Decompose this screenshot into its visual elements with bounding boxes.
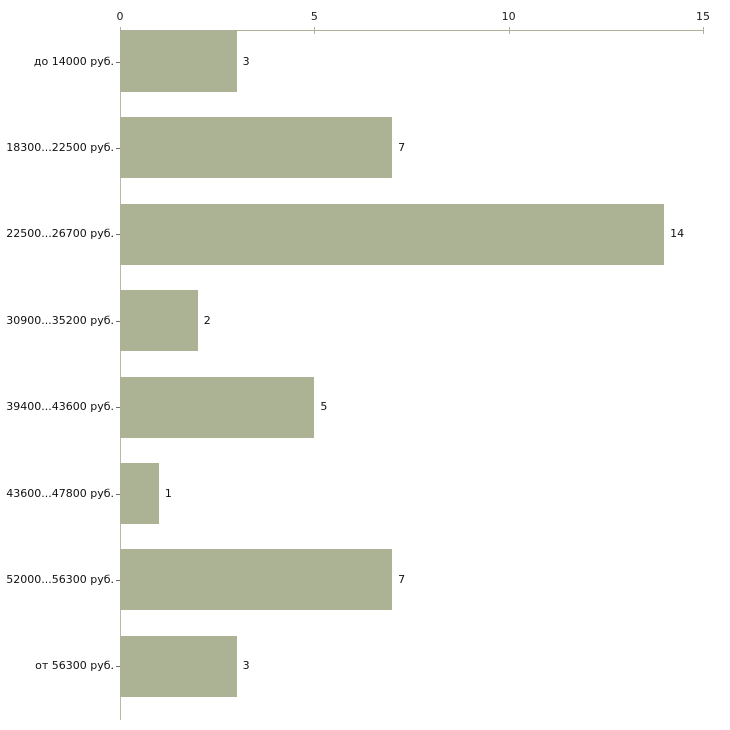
x-tick-mark xyxy=(120,27,121,34)
y-tick-mark xyxy=(116,494,120,495)
x-axis-line xyxy=(120,30,703,31)
y-tick-mark xyxy=(116,321,120,322)
x-tick-mark xyxy=(508,27,510,34)
bar-value-label: 7 xyxy=(398,572,406,586)
y-tick-mark xyxy=(116,407,120,408)
y-tick-mark xyxy=(116,580,120,581)
x-tick-mark xyxy=(703,27,704,34)
category-label: 43600...47800 руб. xyxy=(6,486,114,500)
bar-value-label: 2 xyxy=(203,313,211,327)
bar[interactable] xyxy=(120,203,665,265)
category-label: до 14000 руб. xyxy=(33,54,114,68)
x-tick-mark xyxy=(314,27,316,34)
bar-value-label: 3 xyxy=(242,54,250,68)
category-label: 30900...35200 руб. xyxy=(6,313,114,327)
bar[interactable] xyxy=(120,463,159,524)
category-label: 18300...22500 руб. xyxy=(6,140,114,154)
y-tick-mark xyxy=(116,62,120,63)
category-label: 22500...26700 руб. xyxy=(6,227,114,241)
category-label: 52000...56300 руб. xyxy=(6,572,114,586)
bar-value-label: 1 xyxy=(164,486,172,500)
x-tick-label: 5 xyxy=(310,10,318,23)
bar-value-label: 14 xyxy=(670,227,685,241)
x-tick-label: 10 xyxy=(501,10,516,23)
bar-value-label: 3 xyxy=(242,659,250,673)
category-label: от 56300 руб. xyxy=(35,659,114,673)
y-axis-line xyxy=(120,30,121,720)
bar[interactable] xyxy=(120,290,198,352)
bar[interactable] xyxy=(120,31,237,92)
x-tick-label: 0 xyxy=(116,10,124,23)
bar[interactable] xyxy=(120,635,237,697)
bar-value-label: 5 xyxy=(320,400,328,414)
category-label: 39400...43600 руб. xyxy=(6,400,114,414)
bar[interactable] xyxy=(120,376,315,438)
x-tick-label: 15 xyxy=(696,10,710,23)
bar[interactable] xyxy=(120,117,393,179)
y-tick-mark xyxy=(116,234,120,235)
bar-value-label: 7 xyxy=(398,140,406,154)
bar[interactable] xyxy=(120,549,393,611)
y-tick-mark xyxy=(116,666,120,667)
y-tick-mark xyxy=(116,148,120,149)
